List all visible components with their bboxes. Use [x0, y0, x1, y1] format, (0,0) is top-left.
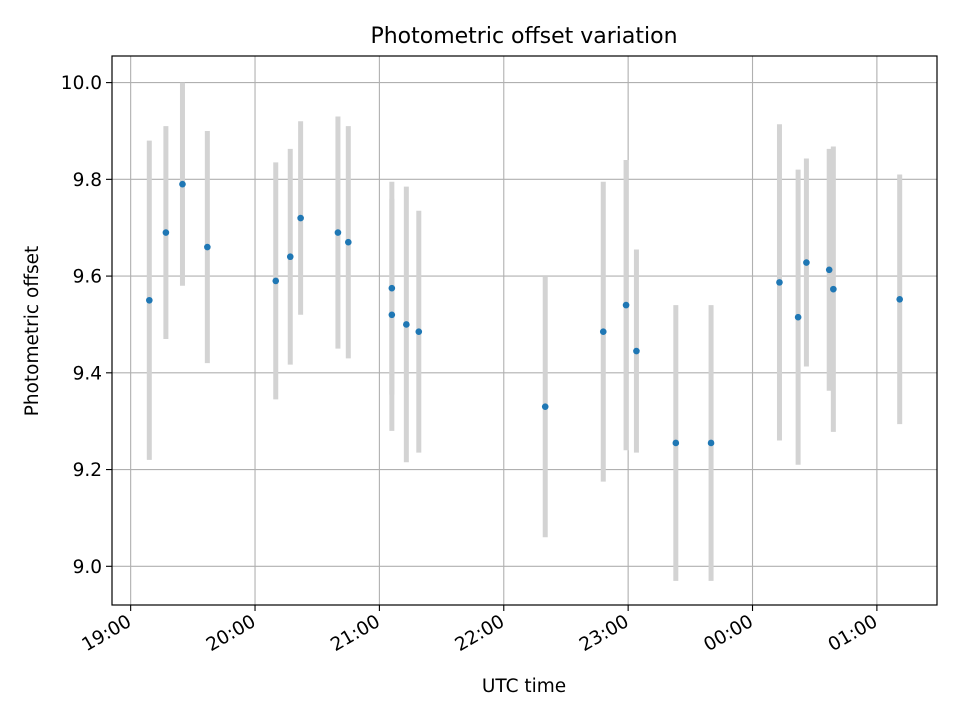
data-point — [297, 214, 304, 222]
data-point — [272, 277, 280, 285]
x-tick-label: 00:00 — [700, 611, 757, 656]
y-tick-label: 10.0 — [61, 73, 102, 94]
y-tick-label: 9.0 — [73, 557, 102, 578]
data-point — [794, 313, 802, 321]
data-point — [672, 439, 680, 447]
data-point — [204, 243, 211, 251]
data-point — [388, 311, 396, 319]
grid-layer — [112, 56, 937, 605]
x-tick-label: 22:00 — [452, 611, 509, 656]
data-point — [599, 328, 607, 336]
x-axis-title: UTC time — [482, 676, 566, 697]
data-point — [345, 238, 352, 246]
chart-title: Photometric offset variation — [370, 24, 677, 49]
x-tick-label: 20:00 — [203, 611, 260, 656]
data-point — [541, 403, 549, 410]
point-layer — [146, 180, 903, 447]
x-tick-label: 21:00 — [327, 611, 384, 656]
data-point — [803, 259, 810, 266]
data-point — [776, 279, 783, 286]
plot-frame — [111, 55, 938, 606]
y-axis-title: Photometric offset — [22, 246, 43, 417]
data-point — [403, 321, 410, 328]
data-point — [179, 180, 186, 188]
x-tick-label: 01:00 — [825, 611, 882, 656]
x-tick-label: 19:00 — [78, 611, 135, 656]
data-point — [388, 284, 396, 292]
y-tick-label: 9.8 — [73, 170, 102, 191]
data-point — [286, 253, 294, 261]
data-point — [633, 347, 640, 355]
y-tick-label: 9.4 — [73, 363, 102, 384]
data-point — [896, 296, 903, 303]
data-point — [146, 296, 153, 304]
errorbar-layer — [146, 82, 903, 581]
data-point — [334, 229, 342, 236]
y-tick-label: 9.6 — [73, 267, 102, 288]
data-point — [707, 439, 715, 447]
data-point — [825, 266, 833, 274]
x-tick-label: 23:00 — [576, 611, 633, 656]
y-tick-label: 9.2 — [73, 460, 102, 481]
data-point — [162, 229, 170, 236]
data-point — [415, 328, 423, 336]
data-point — [622, 301, 630, 309]
data-point — [830, 285, 837, 293]
